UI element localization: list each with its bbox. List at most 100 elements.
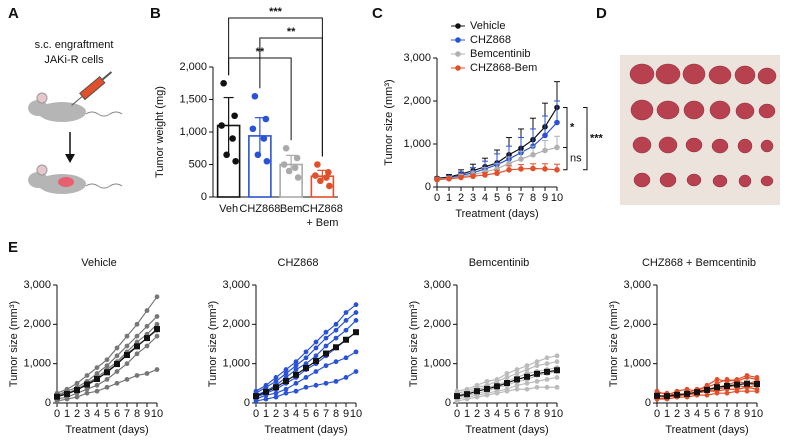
marker (303, 364, 309, 371)
x-tick-label: 4 (694, 408, 700, 420)
y-tick-label: 0 (244, 397, 250, 409)
marker (724, 382, 730, 389)
marker (303, 355, 309, 361)
marker (134, 333, 140, 339)
marker (504, 375, 510, 380)
x-tick-label: 7 (518, 192, 524, 204)
marker (353, 329, 359, 336)
marker (303, 361, 309, 367)
tumor (656, 100, 680, 120)
tumor (685, 137, 703, 153)
data-point (312, 172, 319, 179)
marker (74, 380, 80, 386)
tumor (735, 102, 755, 120)
marker (506, 167, 512, 173)
marker (134, 339, 140, 345)
marker (353, 318, 359, 323)
mouse-ear (36, 164, 48, 176)
x-tick-label: 10 (751, 408, 763, 420)
y-tick-label: 2,000 (403, 95, 431, 107)
tumor (655, 63, 681, 85)
marker (554, 119, 560, 126)
syringe (71, 71, 113, 106)
marker (303, 349, 309, 355)
schematic-text: s.c. engraftment (35, 39, 114, 51)
marker (134, 321, 140, 327)
marker (534, 370, 540, 377)
data-point (325, 169, 332, 176)
data-point (260, 135, 268, 142)
marker (744, 375, 750, 380)
marker (104, 363, 110, 369)
data-point (249, 125, 257, 133)
marker (114, 380, 120, 386)
x-tick-label: 9 (542, 192, 548, 204)
y-tick-label: 500 (189, 158, 207, 170)
marker (84, 381, 90, 388)
marker (84, 386, 90, 392)
x-tick-label: 4 (482, 192, 488, 204)
y-tick-label: 0 (45, 397, 51, 409)
tumor (709, 100, 731, 120)
chart-title: CHZ868 (278, 257, 319, 269)
marker (144, 371, 150, 376)
marker (714, 390, 720, 396)
y-tick-label: 0 (201, 191, 207, 203)
marker (524, 380, 530, 386)
marker (313, 382, 319, 388)
arrow-head (65, 154, 75, 163)
x-tick-label: 1 (464, 408, 470, 420)
x-tick-label: 5 (303, 408, 309, 420)
marker (303, 384, 309, 390)
marker (544, 384, 550, 390)
y-tick-label: 3,000 (403, 52, 431, 64)
data-point (285, 167, 293, 175)
y-tick-label: 0 (445, 397, 451, 409)
data-point (326, 182, 333, 190)
marker (313, 358, 319, 365)
x-tick-label: 10 (151, 408, 163, 420)
x-tick-label: 9 (744, 408, 750, 420)
tumor (630, 99, 654, 121)
marker (293, 388, 299, 394)
mouse-ear (36, 92, 48, 104)
marker (353, 369, 359, 374)
y-tick-label: 1,000 (179, 126, 207, 138)
significance-label: ** (287, 26, 296, 38)
marker (124, 352, 130, 359)
significance-bracket (563, 106, 568, 148)
marker (263, 384, 269, 390)
marker (114, 345, 120, 351)
x-tick-label: 0 (454, 408, 460, 420)
x-tick-label: 3 (283, 408, 289, 420)
tumor (658, 136, 678, 154)
marker (253, 398, 259, 404)
marker (84, 373, 90, 378)
marker (283, 378, 289, 385)
x-tick-label: 5 (104, 408, 110, 420)
marker (94, 365, 100, 370)
marker (293, 363, 299, 369)
x-tick-label: 2 (474, 408, 480, 420)
data-point (223, 151, 230, 159)
marker (482, 172, 488, 178)
marker (64, 396, 70, 402)
marker (154, 321, 160, 327)
chart-title: Vehicle (81, 257, 116, 269)
marker (554, 167, 560, 173)
marker (124, 361, 130, 367)
data-point (293, 154, 301, 162)
x-tick-label: 10 (350, 408, 362, 420)
marker (94, 376, 100, 383)
marker (554, 367, 560, 374)
marker (273, 378, 279, 384)
marker (104, 384, 110, 390)
marker (313, 345, 319, 351)
marker (514, 386, 520, 392)
y-tick-label: 1,000 (222, 358, 250, 370)
marker (124, 343, 130, 349)
x-tick-label: 8 (534, 408, 540, 420)
x-tick-label: 10 (551, 408, 563, 420)
marker (504, 388, 510, 394)
